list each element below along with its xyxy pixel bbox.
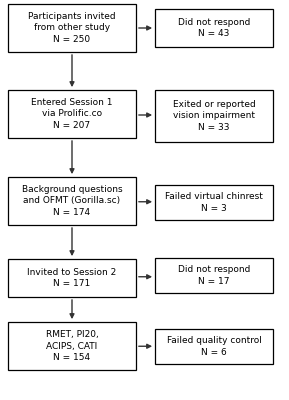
- Bar: [8, 259, 136, 297]
- Text: Background questions
and OFMT (Gorilla.sc)
N = 174: Background questions and OFMT (Gorilla.s…: [22, 186, 122, 217]
- Text: RMET, PI20,
ACIPS, CATI
N = 154: RMET, PI20, ACIPS, CATI N = 154: [46, 330, 98, 362]
- Bar: [155, 185, 273, 220]
- Bar: [155, 9, 273, 47]
- Text: Exited or reported
vision impairment
N = 33: Exited or reported vision impairment N =…: [173, 100, 255, 132]
- Text: Invited to Session 2
N = 171: Invited to Session 2 N = 171: [27, 268, 117, 288]
- Text: Failed virtual chinrest
N = 3: Failed virtual chinrest N = 3: [165, 192, 263, 212]
- Bar: [155, 258, 273, 293]
- Text: Entered Session 1
via Prolific.co
N = 207: Entered Session 1 via Prolific.co N = 20…: [31, 98, 113, 130]
- Bar: [155, 90, 273, 142]
- Bar: [8, 90, 136, 138]
- Bar: [8, 322, 136, 370]
- Text: Participants invited
from other study
N = 250: Participants invited from other study N …: [28, 12, 116, 44]
- Text: Did not respond
N = 43: Did not respond N = 43: [178, 18, 250, 38]
- Text: Failed quality control
N = 6: Failed quality control N = 6: [166, 336, 262, 356]
- Bar: [8, 4, 136, 52]
- Bar: [8, 177, 136, 225]
- Text: Did not respond
N = 17: Did not respond N = 17: [178, 266, 250, 286]
- Bar: [155, 329, 273, 364]
